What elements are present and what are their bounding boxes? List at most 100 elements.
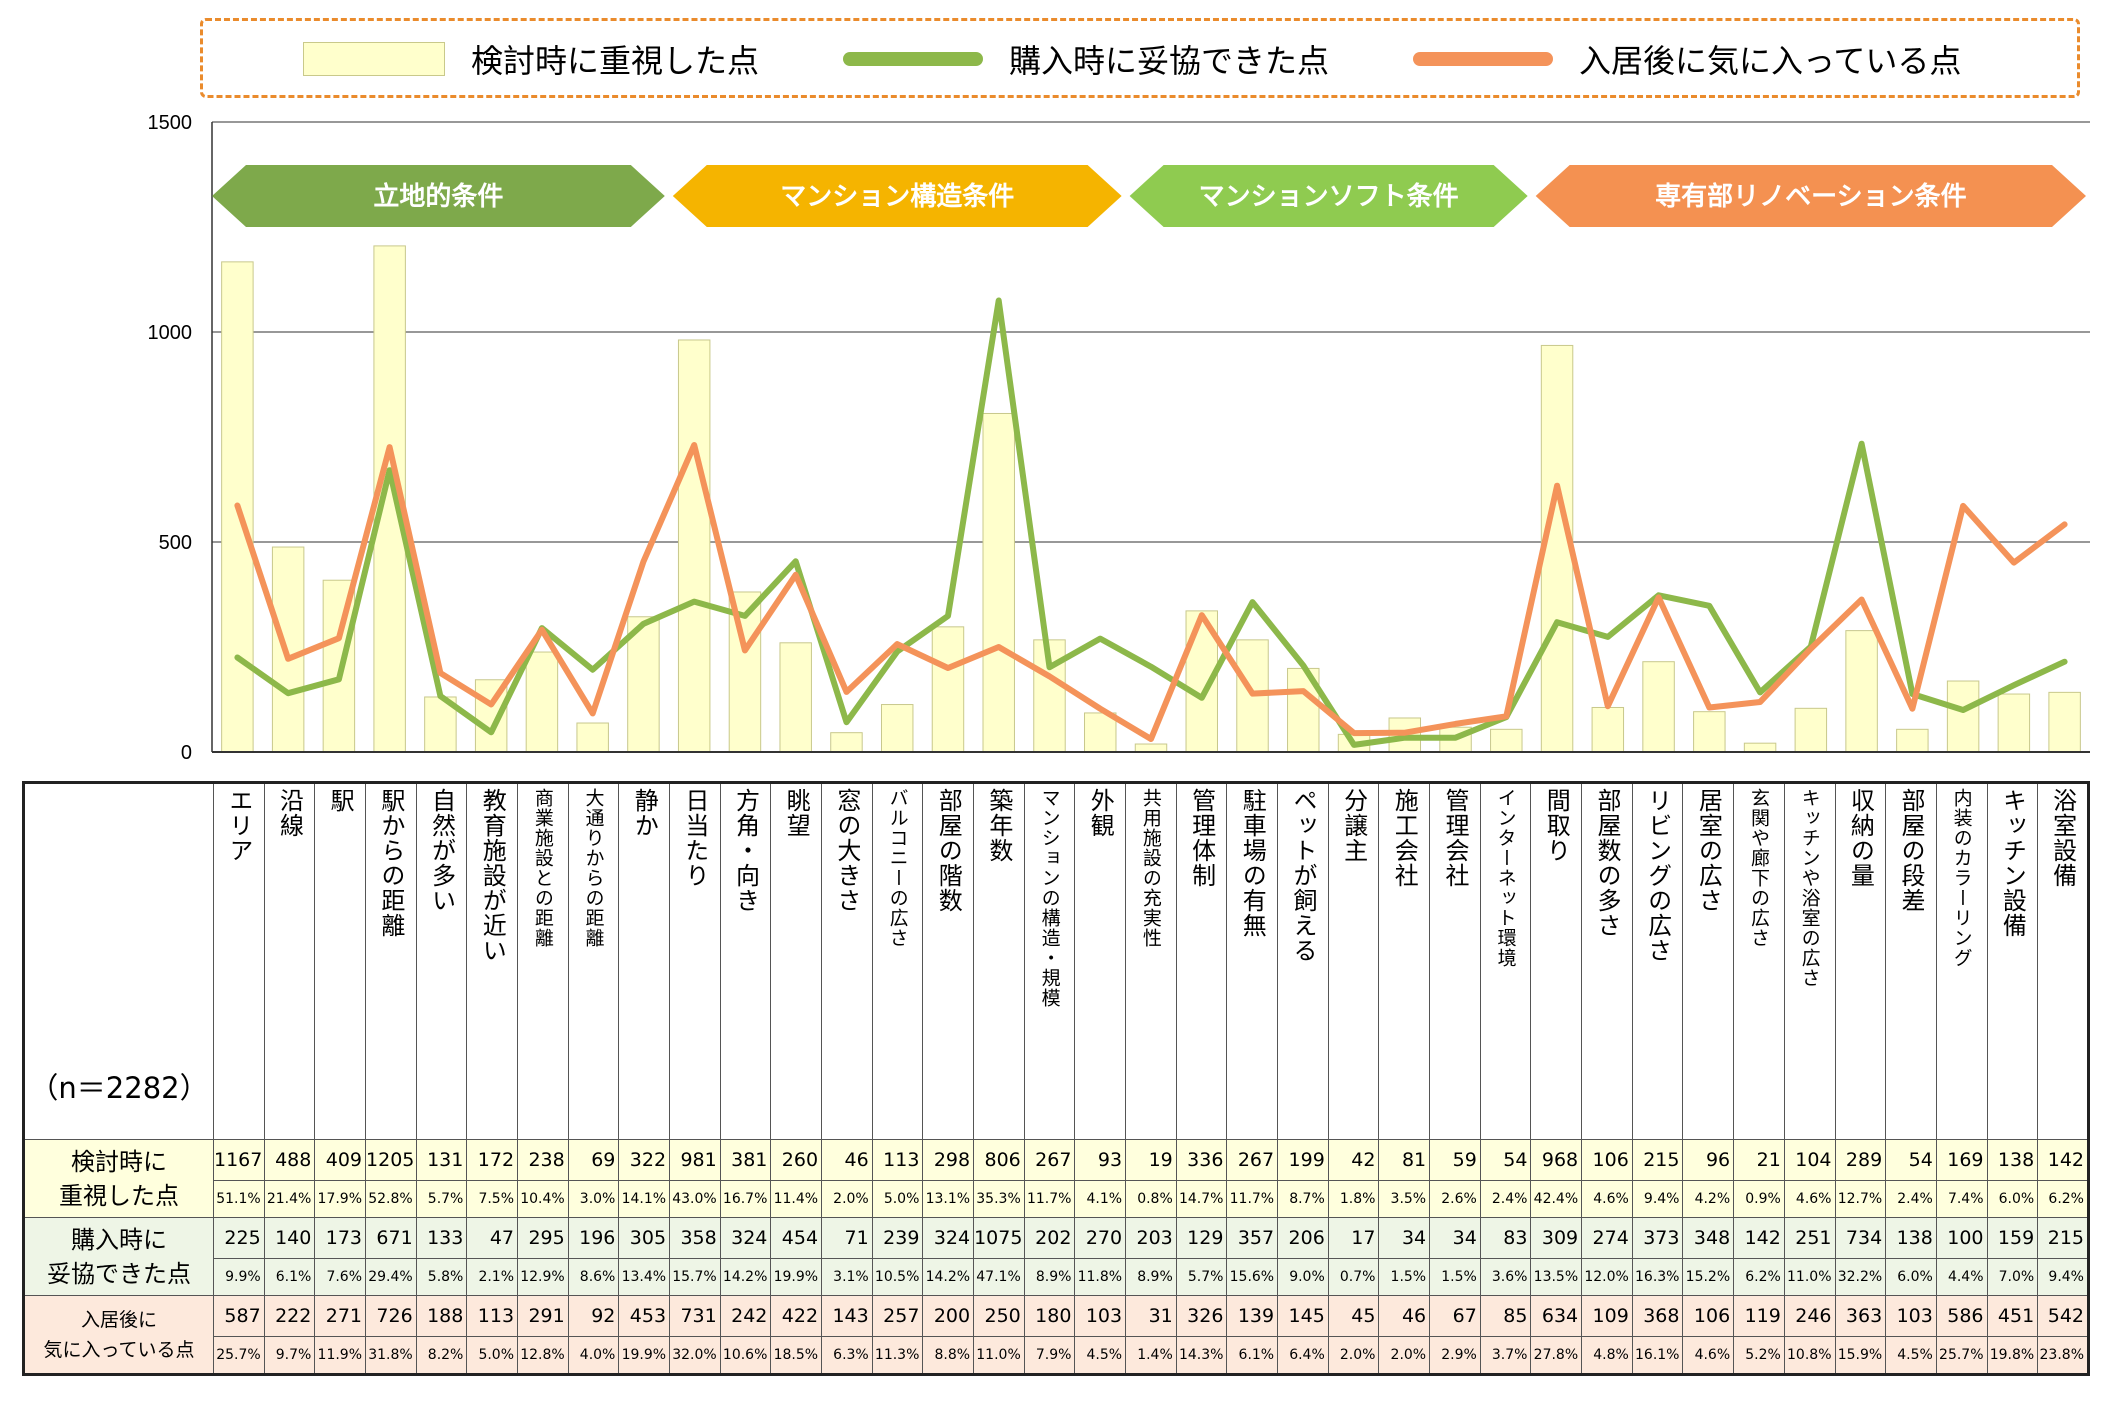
count-cell: 173 <box>314 1217 367 1259</box>
percent-cell: 13.5% <box>1530 1258 1583 1296</box>
group-arrow <box>212 165 665 227</box>
percent-cell: 8.7% <box>1277 1180 1329 1218</box>
percent-cell: 6.4% <box>1277 1336 1329 1375</box>
category-label: 自然が多い <box>427 788 456 913</box>
category-cell: 外観 <box>1074 782 1127 1140</box>
count-cell: 981 <box>669 1139 721 1181</box>
count-cell: 113 <box>466 1295 519 1337</box>
category-cell: リビングの広さ <box>1631 782 1684 1140</box>
percent-cell: 51.1% <box>213 1180 265 1218</box>
percent-cell: 5.7% <box>1175 1258 1228 1296</box>
count-cell: 104 <box>1783 1139 1836 1181</box>
count-cell: 96 <box>1682 1139 1735 1181</box>
count-cell: 305 <box>618 1217 671 1259</box>
count-cell: 251 <box>1783 1217 1836 1259</box>
percent-cell: 19.9% <box>618 1336 671 1375</box>
legend-item-compromised: 購入時に妥協できた点 <box>843 39 1329 80</box>
bar <box>1743 742 1777 753</box>
bar <box>1540 344 1574 753</box>
row-header-line: 購入時に <box>71 1225 167 1254</box>
percent-cell: 16.7% <box>719 1180 772 1218</box>
percent-cell: 12.7% <box>1834 1180 1887 1218</box>
category-label: 管理会社 <box>1440 788 1469 888</box>
category-cell: バルコニーの広さ <box>871 782 924 1140</box>
bar <box>1845 630 1878 753</box>
category-cell: 分譲主 <box>1327 782 1380 1140</box>
count-cell: 451 <box>1986 1295 2039 1337</box>
category-cell: 共用施設の充実性 <box>1125 782 1177 1140</box>
count-cell: 731 <box>669 1295 721 1337</box>
category-cell: 窓の大きさ <box>821 782 873 1140</box>
percent-cell: 2.4% <box>1885 1180 1937 1218</box>
category-cell: 日当たり <box>669 782 721 1140</box>
percent-cell: 31.8% <box>365 1336 417 1375</box>
count-cell: 17 <box>1327 1217 1380 1259</box>
bar <box>1693 711 1726 753</box>
category-cell: キッチン設備 <box>1986 782 2039 1140</box>
percent-cell: 19.8% <box>1986 1336 2039 1375</box>
count-cell: 324 <box>922 1217 975 1259</box>
category-label: 商業施設との距離 <box>531 788 554 948</box>
percent-cell: 1.8% <box>1327 1180 1380 1218</box>
category-label: 方角・向き <box>731 788 760 913</box>
percent-cell: 12.0% <box>1581 1258 1633 1296</box>
count-cell: 671 <box>365 1217 417 1259</box>
count-cell: 200 <box>922 1295 975 1337</box>
count-cell: 129 <box>1175 1217 1228 1259</box>
percent-cell: 12.9% <box>517 1258 569 1296</box>
percent-cell: 3.5% <box>1378 1180 1431 1218</box>
percent-cell: 11.0% <box>1783 1258 1836 1296</box>
category-label: キッチン設備 <box>1998 788 2027 938</box>
category-cell: 方角・向き <box>719 782 772 1140</box>
count-cell: 968 <box>1530 1139 1583 1181</box>
percent-cell: 6.3% <box>821 1336 873 1375</box>
percent-cell: 14.1% <box>618 1180 671 1218</box>
count-cell: 368 <box>1631 1295 1684 1337</box>
group-label: 専有部リノベーション条件 <box>1655 182 1966 212</box>
percent-cell: 4.0% <box>567 1336 620 1375</box>
percent-cell: 4.6% <box>1581 1180 1633 1218</box>
category-label: 静か <box>630 788 659 838</box>
category-cell: 部屋数の多さ <box>1581 782 1633 1140</box>
category-label: 玄関や廊下の広さ <box>1747 788 1770 948</box>
category-label: 部屋数の多さ <box>1592 788 1621 938</box>
category-cell: キッチンや浴室の広さ <box>1783 782 1836 1140</box>
count-cell: 206 <box>1277 1217 1329 1259</box>
count-cell: 260 <box>770 1139 823 1181</box>
percent-cell: 5.0% <box>871 1180 924 1218</box>
percent-cell: 29.4% <box>365 1258 417 1296</box>
percent-cell: 5.0% <box>466 1336 519 1375</box>
percent-cell: 3.7% <box>1479 1336 1532 1375</box>
percent-cell: 8.2% <box>415 1336 468 1375</box>
category-label: 沿線 <box>275 788 304 838</box>
percent-cell: 4.6% <box>1682 1336 1735 1375</box>
percent-cell: 32.0% <box>669 1336 721 1375</box>
count-cell: 381 <box>719 1139 772 1181</box>
category-label: 間取り <box>1542 788 1571 863</box>
percent-cell: 16.1% <box>1631 1336 1684 1375</box>
count-cell: 542 <box>2037 1295 2089 1337</box>
percent-cell: 11.0% <box>973 1336 1025 1375</box>
count-cell: 54 <box>1479 1139 1532 1181</box>
category-label: 築年数 <box>984 788 1013 863</box>
percent-cell: 9.0% <box>1277 1258 1329 1296</box>
count-cell: 47 <box>466 1217 519 1259</box>
percent-cell: 11.3% <box>871 1336 924 1375</box>
count-cell: 274 <box>1581 1217 1633 1259</box>
percent-cell: 15.9% <box>1834 1336 1887 1375</box>
bar <box>982 412 1015 753</box>
category-cell: 間取り <box>1530 782 1583 1140</box>
percent-cell: 9.4% <box>1631 1180 1684 1218</box>
series-line-liked <box>234 442 2068 742</box>
bar <box>677 339 711 753</box>
percent-cell: 52.8% <box>365 1180 417 1218</box>
bar <box>880 704 914 753</box>
bar <box>1084 712 1117 753</box>
count-cell: 309 <box>1530 1217 1583 1259</box>
category-cell: 沿線 <box>263 782 316 1140</box>
count-cell: 138 <box>1885 1217 1937 1259</box>
count-cell: 324 <box>719 1217 772 1259</box>
percent-cell: 7.5% <box>466 1180 519 1218</box>
percent-cell: 13.1% <box>922 1180 975 1218</box>
percent-cell: 1.5% <box>1378 1258 1431 1296</box>
